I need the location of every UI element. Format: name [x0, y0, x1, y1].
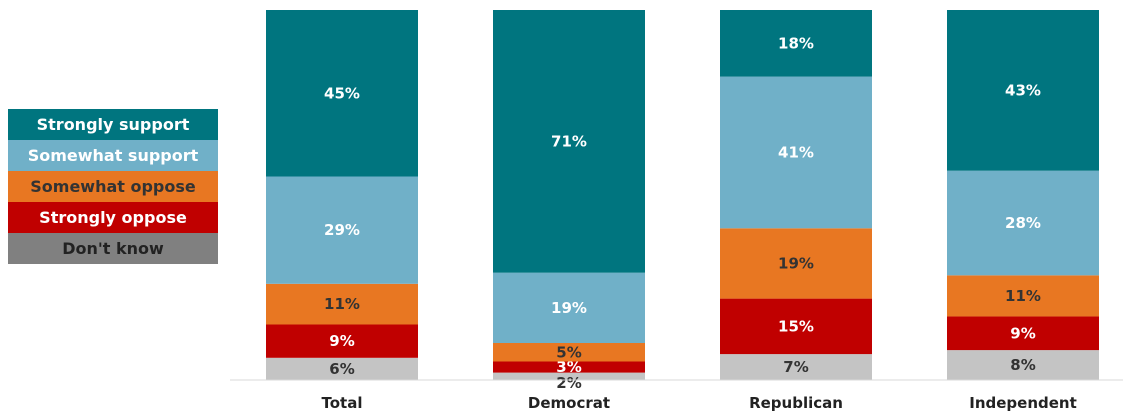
bar-segment-total-somewhat-oppose: [266, 283, 418, 325]
data-label-democrat-strongly-support: 71%: [551, 132, 587, 150]
bar-segment-democrat-strongly-support: [493, 10, 645, 273]
bar-segment-democrat-somewhat-support: [493, 272, 645, 343]
bar-segment-independent-somewhat-support: [947, 170, 1099, 276]
data-label-republican-don-t-know: 7%: [783, 358, 808, 376]
legend-item-strongly-support: Strongly support: [8, 109, 218, 140]
bar-segment-total-strongly-oppose: [266, 324, 418, 358]
data-label-total-somewhat-support: 29%: [324, 221, 360, 239]
bar-segment-republican-somewhat-oppose: [720, 228, 872, 299]
category-label-independent: Independent: [969, 394, 1077, 412]
bar-segment-democrat-don-t-know: [493, 372, 645, 380]
bar-segment-total-don-t-know: [266, 357, 418, 380]
bars-layer: 6% 9% 11% 29% 45% 2%3%5% 19% 71% 7% 15% 19% 41% 18% 8…: [266, 10, 1099, 392]
data-label-democrat-don-t-know: 2%: [556, 374, 581, 392]
bar-segment-total-strongly-support: [266, 10, 418, 177]
bar-segment-republican-somewhat-support: [720, 76, 872, 229]
data-label-democrat-somewhat-oppose: 5%: [556, 343, 581, 361]
data-label-republican-somewhat-oppose: 19%: [778, 254, 814, 272]
bar-segment-democrat-strongly-oppose: [493, 361, 645, 373]
legend-item-dont-know: Don't know: [8, 233, 218, 264]
category-labels: Total Democrat Republican Independent: [322, 394, 1077, 412]
bar-segment-independent-strongly-oppose: [947, 316, 1099, 351]
legend-item-strongly-oppose: Strongly oppose: [8, 202, 218, 233]
data-label-total-strongly-oppose: 9%: [329, 332, 354, 350]
category-label-democrat: Democrat: [528, 394, 610, 412]
data-label-total-don-t-know: 6%: [329, 360, 354, 378]
legend-item-somewhat-oppose: Somewhat oppose: [8, 171, 218, 202]
data-label-independent-somewhat-support: 28%: [1005, 214, 1041, 232]
bar-segment-republican-don-t-know: [720, 354, 872, 380]
bar-segment-independent-don-t-know: [947, 350, 1099, 380]
data-label-democrat-strongly-oppose: 3%: [556, 358, 581, 376]
bar-segment-republican-strongly-support: [720, 10, 872, 77]
data-label-republican-strongly-oppose: 15%: [778, 317, 814, 335]
data-label-independent-strongly-oppose: 9%: [1010, 324, 1035, 342]
bar-segment-democrat-somewhat-oppose: [493, 343, 645, 362]
data-label-democrat-somewhat-support: 19%: [551, 299, 587, 317]
bar-segment-total-somewhat-support: [266, 176, 418, 284]
data-label-independent-somewhat-oppose: 11%: [1005, 287, 1041, 305]
bar-segment-republican-strongly-oppose: [720, 298, 872, 355]
data-label-total-somewhat-oppose: 11%: [324, 295, 360, 313]
data-label-independent-strongly-support: 43%: [1005, 81, 1041, 99]
bar-segment-independent-strongly-support: [947, 10, 1099, 171]
data-label-total-strongly-support: 45%: [324, 84, 360, 102]
category-label-republican: Republican: [749, 394, 843, 412]
data-label-independent-don-t-know: 8%: [1010, 356, 1035, 374]
data-label-republican-strongly-support: 18%: [778, 34, 814, 52]
legend-item-somewhat-support: Somewhat support: [8, 140, 218, 171]
data-label-republican-somewhat-support: 41%: [778, 143, 814, 161]
chart-legend: Strongly support Somewhat support Somewh…: [8, 109, 218, 264]
category-label-total: Total: [322, 394, 363, 412]
bar-segment-independent-somewhat-oppose: [947, 275, 1099, 317]
